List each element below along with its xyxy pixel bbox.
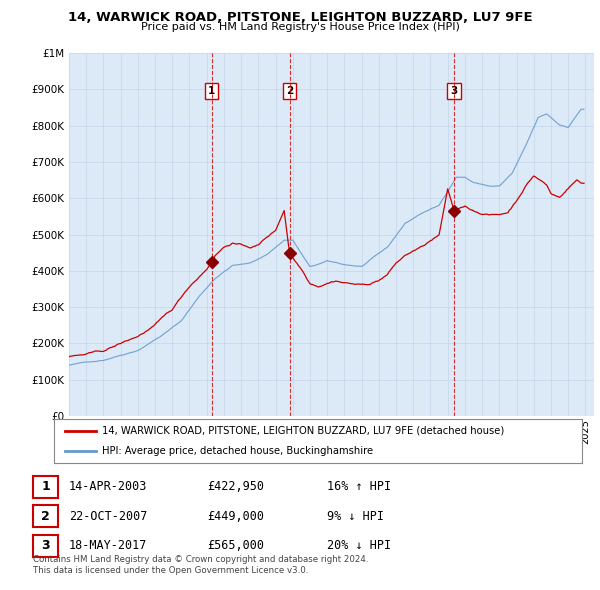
Text: 3: 3 bbox=[41, 539, 50, 552]
Text: 18-MAY-2017: 18-MAY-2017 bbox=[69, 539, 148, 552]
Text: 2: 2 bbox=[41, 510, 50, 523]
Text: 9% ↓ HPI: 9% ↓ HPI bbox=[327, 510, 384, 523]
Text: 14, WARWICK ROAD, PITSTONE, LEIGHTON BUZZARD, LU7 9FE (detached house): 14, WARWICK ROAD, PITSTONE, LEIGHTON BUZ… bbox=[101, 426, 504, 436]
Text: HPI: Average price, detached house, Buckinghamshire: HPI: Average price, detached house, Buck… bbox=[101, 446, 373, 456]
Text: 1: 1 bbox=[41, 480, 50, 493]
Text: 20% ↓ HPI: 20% ↓ HPI bbox=[327, 539, 391, 552]
Text: 14-APR-2003: 14-APR-2003 bbox=[69, 480, 148, 493]
Text: Contains HM Land Registry data © Crown copyright and database right 2024.
This d: Contains HM Land Registry data © Crown c… bbox=[33, 555, 368, 575]
Text: 16% ↑ HPI: 16% ↑ HPI bbox=[327, 480, 391, 493]
Text: 1: 1 bbox=[208, 86, 215, 96]
Text: £449,000: £449,000 bbox=[207, 510, 264, 523]
Text: Price paid vs. HM Land Registry's House Price Index (HPI): Price paid vs. HM Land Registry's House … bbox=[140, 22, 460, 32]
Text: 22-OCT-2007: 22-OCT-2007 bbox=[69, 510, 148, 523]
Text: 3: 3 bbox=[451, 86, 458, 96]
Text: 2: 2 bbox=[286, 86, 293, 96]
Text: 14, WARWICK ROAD, PITSTONE, LEIGHTON BUZZARD, LU7 9FE: 14, WARWICK ROAD, PITSTONE, LEIGHTON BUZ… bbox=[68, 11, 532, 24]
Text: £565,000: £565,000 bbox=[207, 539, 264, 552]
Text: £422,950: £422,950 bbox=[207, 480, 264, 493]
